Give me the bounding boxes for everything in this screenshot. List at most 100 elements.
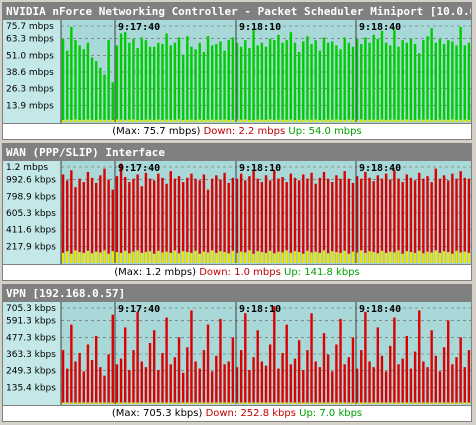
secondary-bar [376, 253, 380, 263]
secondary-bar [227, 253, 230, 263]
traffic-bar [322, 171, 326, 263]
traffic-bar [409, 177, 413, 263]
traffic-bar [430, 28, 433, 122]
traffic-bar [422, 361, 425, 404]
traffic-bar [70, 324, 73, 404]
traffic-bar [186, 347, 189, 404]
secondary-bar [95, 251, 98, 263]
secondary-bar [339, 119, 342, 122]
secondary-bar [273, 253, 276, 263]
traffic-bar [397, 46, 400, 122]
traffic-bar [355, 38, 359, 122]
axis-background [3, 302, 61, 406]
secondary-bar [181, 402, 185, 404]
traffic-bar [459, 171, 462, 263]
traffic-bar [119, 163, 123, 263]
secondary-bar [231, 402, 235, 404]
secondary-bar [426, 251, 429, 263]
traffic-bar [306, 178, 309, 263]
traffic-bar [177, 337, 181, 404]
traffic-bar [231, 37, 235, 122]
secondary-bar [285, 402, 288, 404]
secondary-bar [123, 119, 127, 122]
panel-footer: (Max: 1.2 mbps) Down: 1.0 mbps Up: 141.8… [3, 264, 471, 280]
secondary-bar [339, 402, 342, 404]
traffic-bar [376, 38, 380, 122]
traffic-bar [368, 361, 371, 404]
traffic-bar [235, 42, 239, 122]
network-panel-vpn: VPN [192.168.0.57] 705.3 kbps 591.3 kbps 4… [2, 284, 472, 422]
traffic-bar [99, 175, 102, 263]
secondary-bar [393, 119, 396, 122]
traffic-bar [148, 178, 152, 263]
traffic-bar [107, 40, 110, 122]
traffic-bar [202, 51, 206, 123]
secondary-bar [74, 250, 77, 263]
traffic-bar [297, 51, 301, 123]
secondary-bar [302, 253, 305, 263]
secondary-bar [442, 119, 446, 122]
secondary-bar [326, 402, 330, 404]
secondary-bar [314, 402, 317, 404]
secondary-bar [144, 252, 148, 263]
y-tick-label: 992.6 kbps [6, 176, 56, 186]
traffic-bar [140, 37, 143, 122]
traffic-bar [393, 29, 396, 122]
secondary-bar [355, 119, 359, 122]
secondary-bar [401, 119, 404, 122]
traffic-bar [181, 182, 185, 263]
traffic-bar [264, 46, 268, 122]
secondary-bar [136, 250, 139, 263]
traffic-bar [397, 364, 400, 404]
traffic-bar [405, 174, 409, 263]
secondary-bar [326, 119, 330, 122]
traffic-bar [285, 324, 288, 404]
traffic-bar [186, 36, 189, 122]
traffic-bar [177, 176, 181, 263]
secondary-bar [90, 402, 94, 404]
secondary-bar [148, 402, 152, 404]
secondary-bar [70, 119, 73, 122]
traffic-bar [227, 182, 230, 263]
secondary-bar [190, 402, 193, 404]
traffic-bar [70, 170, 73, 263]
secondary-bar [264, 119, 268, 122]
secondary-bar [302, 119, 305, 122]
down-readout: Down: 252.8 kbps [205, 408, 296, 419]
traffic-bar [409, 38, 413, 122]
y-tick-label: 605.3 kbps [6, 209, 56, 219]
secondary-bar [277, 251, 280, 263]
secondary-bar [347, 119, 351, 122]
secondary-bar [128, 253, 131, 263]
traffic-bar [198, 368, 201, 404]
traffic-bar [190, 173, 193, 263]
traffic-bar [173, 357, 177, 404]
traffic-bar [223, 172, 226, 263]
axis-background [3, 20, 61, 124]
traffic-bar [260, 182, 264, 263]
traffic-bar [347, 42, 351, 122]
traffic-bar [74, 361, 77, 404]
secondary-bar [165, 402, 168, 404]
secondary-bar [136, 402, 139, 404]
traffic-bar [169, 171, 172, 263]
secondary-bar [103, 119, 106, 122]
traffic-bar [61, 38, 65, 122]
down-readout: Down: 1.0 mbps [199, 267, 281, 278]
secondary-bar [256, 251, 259, 263]
traffic-bar [256, 178, 259, 263]
traffic-bar [434, 355, 437, 404]
secondary-bar [285, 250, 288, 263]
traffic-bar [161, 44, 164, 122]
secondary-bar [140, 120, 143, 122]
secondary-bar [128, 402, 131, 404]
secondary-bar [372, 252, 375, 263]
secondary-bar [194, 119, 197, 122]
traffic-bar [66, 180, 69, 263]
traffic-bar [239, 173, 243, 263]
secondary-bar [351, 119, 355, 122]
secondary-bar [459, 402, 462, 404]
traffic-bar [82, 371, 85, 404]
traffic-bar [318, 367, 322, 404]
secondary-bar [355, 402, 359, 404]
